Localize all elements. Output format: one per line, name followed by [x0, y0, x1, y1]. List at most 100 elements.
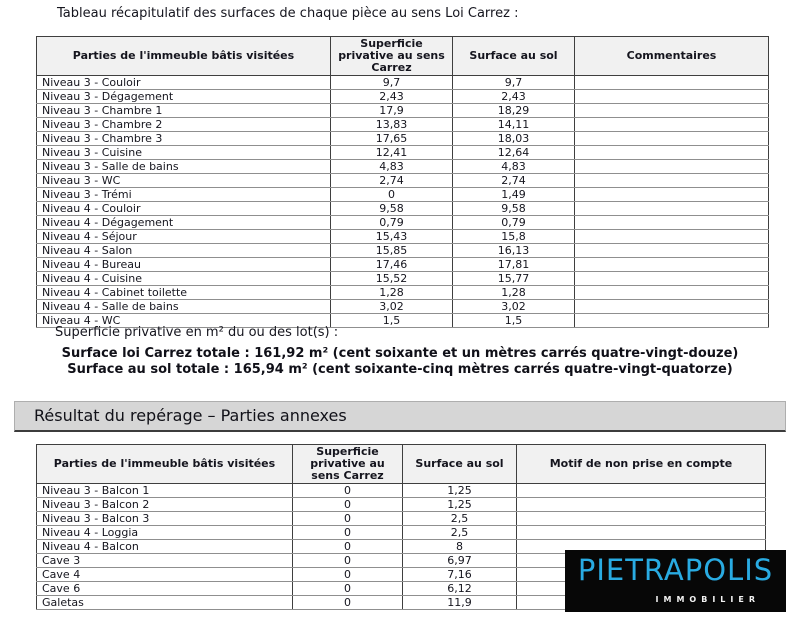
value-cell [574, 257, 769, 272]
value-cell: 18,29 [452, 103, 575, 118]
table-row: Niveau 3 - Cuisine 12,41 12,64 [36, 145, 769, 160]
value-cell: 4,83 [330, 159, 453, 174]
table-row: Niveau 3 - Balcon 2 0 1,25 [36, 497, 766, 512]
value-cell: 0,79 [330, 215, 453, 230]
value-cell: 0 [292, 483, 403, 498]
value-cell: 3,02 [330, 299, 453, 314]
carrez-surfaces-table: Parties de l'immeuble bâtis visitées Supe… [36, 36, 769, 328]
room-name-cell: Niveau 3 - Dégagement [36, 89, 331, 104]
value-cell: 9,7 [452, 75, 575, 90]
room-name-cell: Niveau 3 - Salle de bains [36, 159, 331, 174]
table-row: Niveau 3 - Salle de bains 4,83 4,83 [36, 159, 769, 174]
room-name-cell: Cave 3 [36, 553, 293, 568]
value-cell: 12,41 [330, 145, 453, 160]
room-name-cell: Niveau 3 - Couloir [36, 75, 331, 90]
table-row: Niveau 3 - Chambre 2 13,83 14,11 [36, 117, 769, 132]
value-cell: 16,13 [452, 243, 575, 258]
table-row: Niveau 4 - Séjour 15,43 15,8 [36, 229, 769, 244]
room-name-cell: Niveau 4 - Cuisine [36, 271, 331, 286]
value-cell [574, 229, 769, 244]
value-cell [574, 313, 769, 328]
value-cell [574, 117, 769, 132]
table-row: Niveau 4 - Loggia 0 2,5 [36, 525, 766, 540]
room-name-cell: Niveau 3 - Chambre 2 [36, 117, 331, 132]
value-cell [574, 103, 769, 118]
value-cell [516, 511, 766, 526]
value-cell: 2,43 [330, 89, 453, 104]
value-cell: 1,25 [402, 497, 517, 512]
room-name-cell: Niveau 3 - Balcon 2 [36, 497, 293, 512]
value-cell: 0 [330, 187, 453, 202]
table-row: Niveau 4 - Bureau 17,46 17,81 [36, 257, 769, 272]
value-cell: 6,97 [402, 553, 517, 568]
table-row: Niveau 3 - Balcon 3 0 2,5 [36, 511, 766, 526]
value-cell: 17,81 [452, 257, 575, 272]
value-cell: 0,79 [452, 215, 575, 230]
totals-block: Surface loi Carrez totale : 161,92 m² (c… [0, 346, 800, 378]
room-name-cell: Niveau 4 - Cabinet toilette [36, 285, 331, 300]
value-cell: 14,11 [452, 117, 575, 132]
room-name-cell: Niveau 4 - Loggia [36, 525, 293, 540]
table-row: Niveau 4 - Salon 15,85 16,13 [36, 243, 769, 258]
value-cell: 13,83 [330, 117, 453, 132]
pietrapolis-logo: PIETRAPOLIS IMMOBILIER [565, 550, 786, 612]
value-cell: 1,5 [452, 313, 575, 328]
room-name-cell: Niveau 3 - Cuisine [36, 145, 331, 160]
value-cell [574, 201, 769, 216]
value-cell: 0 [292, 553, 403, 568]
value-cell [574, 271, 769, 286]
room-name-cell: Cave 6 [36, 581, 293, 596]
value-cell: 15,52 [330, 271, 453, 286]
room-name-cell: Niveau 4 - Couloir [36, 201, 331, 216]
value-cell: 2,43 [452, 89, 575, 104]
value-cell: 12,64 [452, 145, 575, 160]
value-cell: 0 [292, 525, 403, 540]
table-row: Niveau 4 - Cuisine 15,52 15,77 [36, 271, 769, 286]
column-header: Parties de l'immeuble bâtis visitées [36, 36, 331, 76]
room-name-cell: Niveau 4 - Salon [36, 243, 331, 258]
logo-brand-text: PIETRAPOLIS [577, 553, 774, 587]
value-cell [574, 131, 769, 146]
table-row: Niveau 3 - Chambre 1 17,9 18,29 [36, 103, 769, 118]
room-name-cell: Niveau 3 - Trémi [36, 187, 331, 202]
header-row: Parties de l'immeuble bâtis visitées Supe… [36, 36, 769, 76]
column-header: Surface au sol [452, 36, 575, 76]
value-cell [574, 173, 769, 188]
value-cell: 2,74 [452, 173, 575, 188]
column-header: Superficie privative au sens Carrez [330, 36, 453, 76]
value-cell [516, 483, 766, 498]
room-name-cell: Niveau 4 - Dégagement [36, 215, 331, 230]
carrez-total-line: Surface loi Carrez totale : 161,92 m² (c… [61, 346, 739, 361]
value-cell: 3,02 [452, 299, 575, 314]
value-cell: 1,5 [330, 313, 453, 328]
value-cell [574, 299, 769, 314]
table-row: Niveau 4 - Couloir 9,58 9,58 [36, 201, 769, 216]
logo-tagline-text: IMMOBILIER [655, 595, 760, 604]
room-name-cell: Niveau 4 - WC [36, 313, 331, 328]
value-cell: 0 [292, 581, 403, 596]
value-cell [574, 215, 769, 230]
floor-total-line: Surface au sol totale : 165,94 m² (cent … [67, 362, 733, 377]
room-name-cell: Galetas [36, 595, 293, 610]
column-header: Surface au sol [402, 444, 517, 484]
value-cell: 15,77 [452, 271, 575, 286]
value-cell: 17,9 [330, 103, 453, 118]
room-name-cell: Niveau 4 - Bureau [36, 257, 331, 272]
value-cell: 0 [292, 539, 403, 554]
value-cell: 0 [292, 595, 403, 610]
room-name-cell: Niveau 3 - WC [36, 173, 331, 188]
value-cell: 1,49 [452, 187, 575, 202]
value-cell [574, 243, 769, 258]
value-cell: 9,7 [330, 75, 453, 90]
value-cell: 2,5 [402, 525, 517, 540]
column-header: Parties de l'immeuble bâtis visitées [36, 444, 293, 484]
value-cell: 7,16 [402, 567, 517, 582]
value-cell [574, 159, 769, 174]
table-row: Niveau 3 - Dégagement 2,43 2,43 [36, 89, 769, 104]
room-name-cell: Niveau 4 - Balcon [36, 539, 293, 554]
value-cell: 8 [402, 539, 517, 554]
table-row: Niveau 3 - Trémi 0 1,49 [36, 187, 769, 202]
section-banner-annexes: Résultat du repérage – Parties annexes [14, 401, 786, 432]
value-cell: 9,58 [452, 201, 575, 216]
room-name-cell: Cave 4 [36, 567, 293, 582]
